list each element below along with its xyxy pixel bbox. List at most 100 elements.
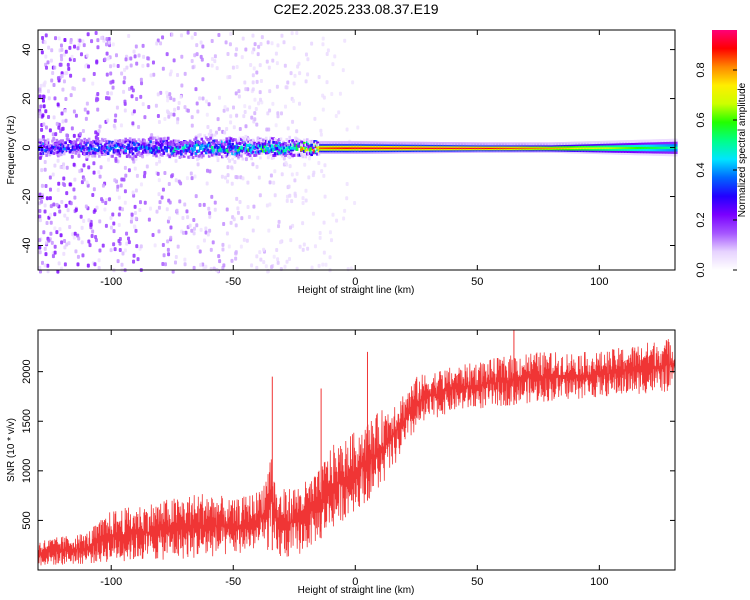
- spectrogram-band-cell: [651, 148, 655, 152]
- spectrogram-noise-cell: [170, 32, 174, 37]
- spectrogram-noise-cell: [154, 103, 158, 108]
- spectrogram-noise-cell: [51, 71, 55, 76]
- spectrogram-noise-cell: [38, 250, 42, 255]
- spectrogram-band-cell: [348, 147, 352, 151]
- spectrogram-noise-cell: [177, 179, 181, 184]
- spectrogram-band-cell: [603, 140, 606, 144]
- spectrogram-noise-cell: [123, 189, 127, 194]
- spectrogram-noise-cell: [282, 156, 286, 161]
- spectrogram-band-cell: [219, 149, 223, 153]
- spectrogram-band-cell: [223, 148, 227, 152]
- spectrogram-band-cell: [181, 143, 185, 147]
- spectrogram-band-cell: [588, 141, 592, 145]
- spectrogram-noise-cell: [234, 256, 238, 261]
- spectrogram-band-cell: [600, 140, 603, 144]
- spectrogram-noise-cell: [137, 125, 141, 130]
- spectrogram-noise-cell: [132, 109, 136, 114]
- spectrogram-band-cell: [370, 147, 374, 151]
- spectrogram-noise-cell: [251, 33, 255, 38]
- spectrogram-band-cell: [371, 142, 375, 146]
- spectrogram-band-cell: [323, 149, 327, 153]
- spectrogram-band-cell: [604, 142, 608, 146]
- spectrogram-band-cell: [134, 140, 138, 144]
- spectrogram-band-cell: [279, 143, 283, 147]
- spectrogram-band-cell: [658, 152, 662, 156]
- spectrogram-noise-cell: [129, 56, 133, 61]
- spectrogram-band-cell: [623, 144, 627, 148]
- spectrogram-band-cell: [278, 151, 281, 155]
- spectrogram-band-cell: [672, 141, 675, 145]
- spectrogram-noise-cell: [202, 202, 206, 207]
- spectrogram-band-cell: [392, 147, 395, 151]
- spectrogram-band-cell: [143, 142, 147, 146]
- spectrogram-band-cell: [385, 142, 388, 146]
- spectrogram-band-cell: [207, 139, 211, 143]
- spectrogram-noise-cell: [185, 209, 189, 214]
- spectrogram-noise-cell: [81, 129, 85, 134]
- spectrogram-noise-cell: [115, 105, 119, 110]
- spectrogram-band-cell: [330, 149, 334, 153]
- spectrogram-band-cell: [464, 142, 467, 146]
- spectrogram-band-cell: [323, 147, 327, 151]
- spectrogram-noise-cell: [257, 44, 261, 49]
- spectrogram-band-cell: [647, 139, 650, 143]
- spectrogram-noise-cell: [264, 264, 268, 269]
- spectrogram-band-cell: [670, 138, 674, 142]
- spectrogram-band-cell: [159, 153, 163, 157]
- spectrogram-noise-cell: [227, 244, 231, 249]
- spectrogram-band-cell: [670, 141, 674, 145]
- spectrogram-noise-cell: [40, 260, 44, 265]
- spectrogram-band-cell: [323, 141, 327, 145]
- spectrogram-band-cell: [584, 149, 587, 153]
- spectrogram-band-cell: [325, 150, 328, 154]
- spectrogram-band-cell: [222, 138, 226, 142]
- spectrogram-noise-cell: [164, 262, 168, 267]
- spectrogram-band-cell: [493, 142, 497, 146]
- spectrogram-noise-cell: [238, 127, 242, 132]
- spectrogram-band-cell: [108, 140, 111, 144]
- spectrogram-band-cell: [127, 147, 130, 151]
- spectrogram-band-cell: [651, 146, 655, 150]
- spectrogram-noise-cell: [51, 254, 55, 259]
- spectrogram-band-cell: [654, 141, 658, 145]
- spectrogram-band-cell: [609, 140, 612, 144]
- spectrogram-band-cell: [597, 151, 600, 155]
- spectrogram-noise-cell: [63, 262, 67, 267]
- spectrogram-band-cell: [600, 147, 603, 151]
- spectrogram-band-cell: [229, 149, 233, 153]
- spectrogram-band-cell: [590, 144, 593, 148]
- spectrogram-band-cell: [92, 151, 95, 155]
- spectrogram-noise-cell: [125, 241, 129, 246]
- spectrogram-band-cell: [653, 143, 656, 147]
- spectrogram-band-cell: [581, 149, 584, 153]
- spectrogram-noise-cell: [247, 214, 251, 219]
- spectrogram-band-cell: [600, 142, 603, 146]
- spectrogram-band-cell: [215, 148, 218, 152]
- spectrogram-band-cell: [118, 151, 122, 155]
- spectrogram-band-cell: [386, 141, 390, 145]
- spectrogram-band-cell: [628, 144, 631, 148]
- spectrogram-band-cell: [325, 141, 328, 145]
- spectrogram-band-cell: [587, 144, 590, 148]
- spectrogram-band-cell: [267, 143, 271, 147]
- spectrogram-noise-cell: [240, 216, 244, 221]
- spectrogram-band-cell: [327, 149, 331, 153]
- spectrogram-band-cell: [87, 146, 91, 150]
- spectrogram-band-cell: [364, 149, 368, 153]
- spectrogram-noise-cell: [60, 199, 64, 204]
- spectrogram-band-cell: [83, 152, 86, 156]
- spectrogram-band-cell: [581, 141, 584, 145]
- spectrogram-band-cell: [226, 156, 230, 160]
- spectrogram-band-cell: [332, 149, 335, 153]
- spectrogram-noise-cell: [217, 32, 221, 37]
- spectrogram-noise-cell: [82, 219, 86, 224]
- spectrogram-band-cell: [120, 150, 123, 154]
- spectrogram-band-cell: [307, 139, 311, 143]
- spectrogram-band-cell: [316, 150, 319, 154]
- spectrogram-band-cell: [584, 150, 587, 154]
- spectrogram-noise-cell: [70, 154, 74, 159]
- spectrogram-noise-cell: [183, 202, 187, 207]
- spectrogram-band-cell: [368, 142, 372, 146]
- spectrogram-band-cell: [612, 151, 615, 155]
- spectrogram-band-cell: [326, 141, 330, 145]
